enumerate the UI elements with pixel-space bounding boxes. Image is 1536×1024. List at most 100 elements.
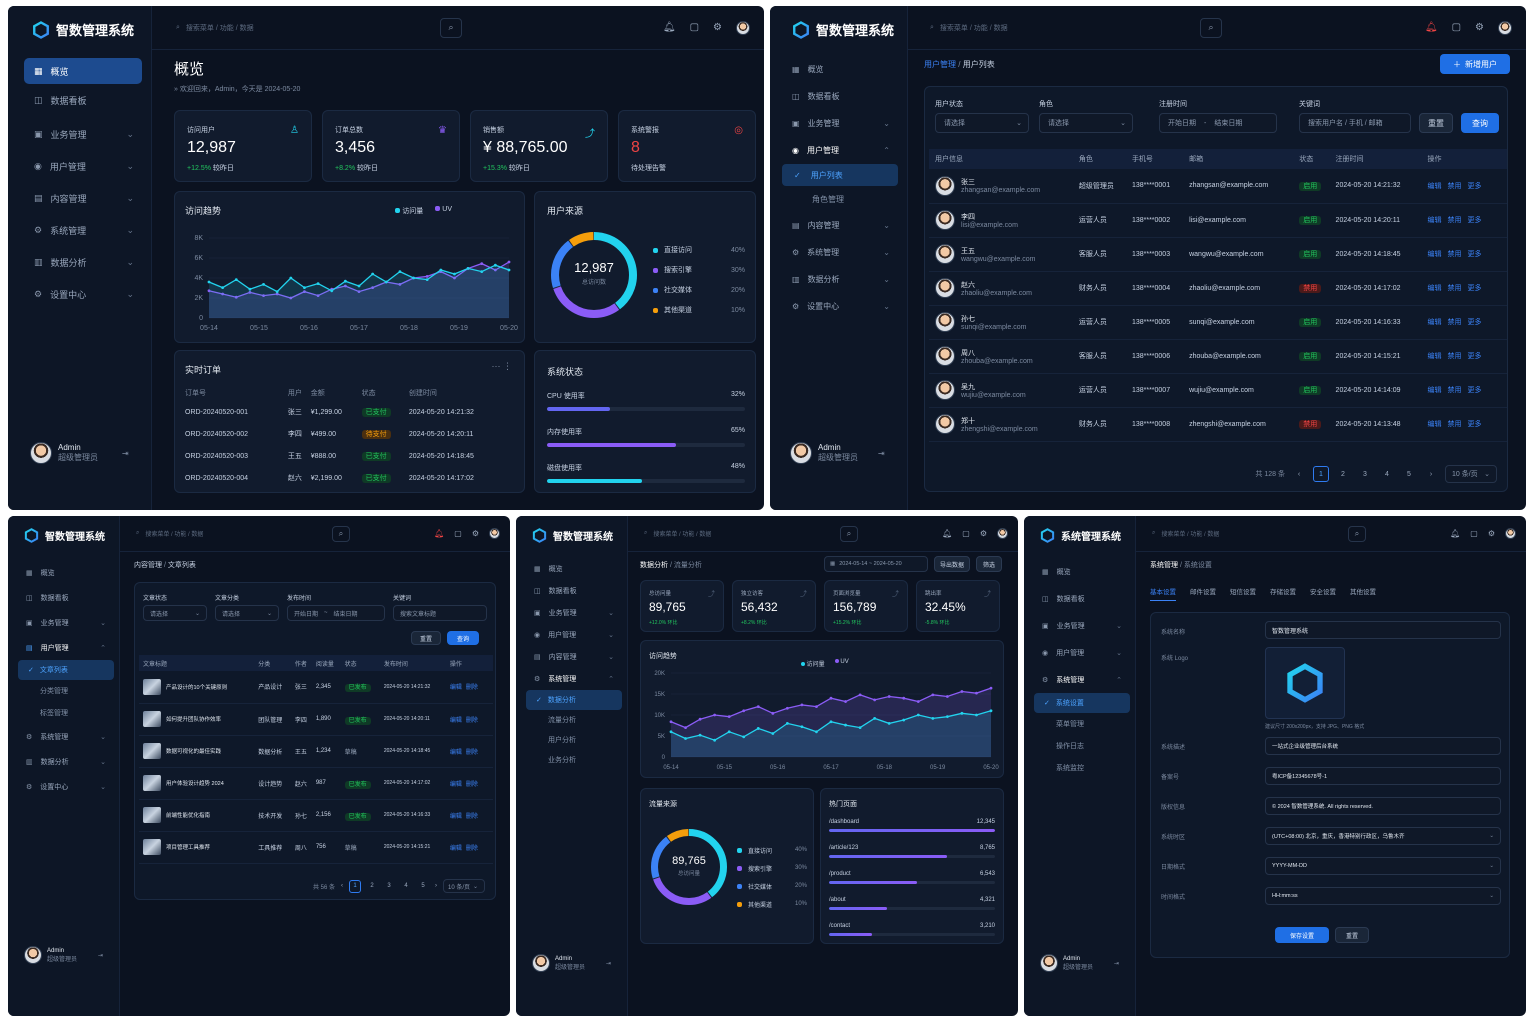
edit-link[interactable]: 编辑	[1427, 251, 1442, 258]
nav-system[interactable]: ⚙ 系统管理 ⌃	[534, 676, 614, 683]
nav-biz-analysis[interactable]: 业务分析	[548, 757, 576, 764]
search-box[interactable]: ⌕ 搜索菜单 / 功能 / 数据	[644, 529, 711, 538]
user-profile[interactable]: Admin 超级管理员 ⇥	[30, 442, 129, 464]
settings-tab[interactable]: 存储设置	[1270, 589, 1296, 596]
page-button[interactable]: 3	[1363, 470, 1367, 478]
settings-select[interactable]: (UTC+08:00) 北京，重庆，香港特别行政区，乌鲁木齐 ⌄	[1265, 827, 1501, 845]
table-row[interactable]: 如何提升团队协作效率 团队管理 李四 1,890 已发布 2024-05-20 14:20…	[139, 703, 493, 735]
settings-select[interactable]: YYYY-MM-DD ⌄	[1265, 857, 1501, 875]
nav-overview[interactable]: ▦ 概览	[26, 569, 55, 577]
status-select[interactable]: 请选择 ⌄	[935, 113, 1029, 133]
date-range-picker[interactable]: ▦ 2024-05-14 ~ 2024-05-20	[824, 556, 928, 572]
next-page-button[interactable]: ›	[435, 883, 437, 889]
table-row[interactable]: 赵六 zhaoliu@example.com 财务人员 138****0004 zhao…	[929, 271, 1507, 305]
category-select[interactable]: 请选择 ⌄	[215, 605, 279, 621]
nav-user-analysis[interactable]: 用户分析	[548, 737, 576, 744]
prev-page-button[interactable]: ‹	[1297, 470, 1301, 478]
more-link[interactable]: 更多	[1467, 387, 1482, 394]
user-profile[interactable]: Admin 超级管理员 ⇥	[532, 954, 611, 972]
nav-dashboard[interactable]: ◫ 数据看板	[534, 588, 577, 595]
nav-category-mgmt[interactable]: 分类管理	[40, 688, 68, 695]
nav-tag-mgmt[interactable]: 标签管理	[40, 710, 68, 717]
table-row[interactable]: 郑十 zhengshi@example.com 财务人员 138****0008 zhe…	[929, 407, 1507, 441]
edit-link[interactable]: 编辑	[449, 749, 462, 756]
bell-icon[interactable]: 🔔︎	[1424, 22, 1438, 33]
edit-link[interactable]: 编辑	[1427, 217, 1442, 224]
filter-button[interactable]: 筛选	[976, 556, 1002, 572]
page-button[interactable]: 5	[1407, 470, 1411, 478]
nav-overview[interactable]: ▦ 概览	[792, 65, 824, 74]
edit-link[interactable]: 编辑	[1427, 182, 1442, 190]
nav-business[interactable]: ▣ 业务管理 ⌄	[792, 119, 890, 128]
table-row[interactable]: 李四 lisi@example.com 运营人员 138****0002 lisi@ex…	[929, 203, 1507, 237]
table-row[interactable]: 数据可视化的最佳实践 数据分析 王五 1,234 草稿 2024-05-20 14:18:…	[139, 735, 493, 767]
nav-content[interactable]: ▤ 用户管理 ⌃	[26, 644, 106, 652]
kpi-card[interactable]: 访问用户 12,987 +12.5% 较昨日 ♙	[174, 110, 312, 182]
breadcrumb-item[interactable]: 系统管理	[1150, 562, 1178, 569]
hot-page-item[interactable]: /contact 3,210	[829, 923, 995, 936]
nav-users[interactable]: ◉ 用户管理 ⌃	[792, 146, 890, 155]
page-button[interactable]: 2	[1341, 470, 1345, 478]
kpi-card[interactable]: 订单总数 3,456 +8.2% 较昨日 ♛	[322, 110, 460, 182]
nav-article-list[interactable]: ✓ 文章列表	[18, 660, 114, 680]
search-button[interactable]: ⌕	[1200, 17, 1222, 38]
edit-link[interactable]: 编辑	[449, 685, 462, 692]
system-name-input[interactable]: 智数管理系统	[1265, 621, 1501, 639]
nav-settings[interactable]: ⚙ 设置中心 ⌄	[24, 278, 142, 310]
more-icon[interactable]: ··· ⋮	[491, 361, 512, 371]
nav-system[interactable]: ⚙ 系统管理 ⌄	[24, 214, 142, 246]
more-link[interactable]: 更多	[1467, 421, 1482, 428]
search-input[interactable]: 搜索菜单 / 功能 / 数据	[653, 532, 712, 538]
search-input[interactable]: 搜索菜单 / 功能 / 数据	[185, 24, 254, 32]
kpi-card[interactable]: 销售额 ¥ 88,765.00 +15.3% 较昨日 ⤴	[470, 110, 608, 182]
nav-system[interactable]: ⚙ 系统管理 ⌄	[26, 733, 106, 741]
nav-dashboard[interactable]: ◫ 数据看板	[26, 594, 69, 602]
avatar[interactable]	[736, 20, 750, 35]
nav-dashboard[interactable]: ◫ 数据看板	[1042, 595, 1085, 603]
user-profile[interactable]: Admin 超级管理员 ⇥	[790, 442, 885, 464]
settings-tab[interactable]: 安全设置	[1310, 589, 1336, 596]
delete-link[interactable]: 删除	[465, 685, 478, 692]
table-row[interactable]: ORD-20240520-004 赵六 ¥2,199.00 已支付 2024-05-20…	[185, 474, 474, 483]
bell-icon[interactable]: 🔔︎	[434, 529, 445, 538]
kpi-card[interactable]: 系统警报 8 待处理告警 ◎	[618, 110, 756, 182]
hot-page-item[interactable]: /about 4,321	[829, 897, 995, 910]
avatar[interactable]	[997, 528, 1008, 539]
page-button[interactable]: 3	[387, 883, 391, 889]
settings-select[interactable]: HH:mm:ss ⌄	[1265, 887, 1501, 905]
page-size-select[interactable]: 10 条/页 ⌄	[443, 879, 485, 893]
breadcrumb-item[interactable]: 数据分析	[640, 562, 668, 569]
status-select[interactable]: 请选择 ⌄	[143, 605, 207, 621]
search-button[interactable]: ⌕	[840, 525, 858, 542]
disable-link[interactable]: 禁用	[1447, 182, 1462, 190]
query-button[interactable]: 查询	[1461, 113, 1499, 133]
avatar[interactable]	[1498, 20, 1512, 35]
nav-settings[interactable]: ⚙ 设置中心 ⌄	[792, 302, 890, 311]
delete-link[interactable]: 删除	[465, 781, 478, 788]
bell-icon[interactable]: 🔔︎	[1450, 529, 1461, 538]
nav-analytics[interactable]: ✓ 数据分析	[526, 690, 622, 710]
table-row[interactable]: ORD-20240520-001 张三 ¥1,299.00 已支付 2024-05-20…	[185, 408, 474, 417]
gear-icon[interactable]: ⚙	[1487, 529, 1495, 538]
settings-tab[interactable]: 邮件设置	[1190, 589, 1216, 596]
search-box[interactable]: ⌕ 搜索菜单 / 功能 / 数据	[930, 23, 1008, 33]
search-button[interactable]: ⌕	[332, 525, 350, 542]
message-icon[interactable]: ▢	[1470, 529, 1478, 538]
user-profile[interactable]: Admin 超级管理员 ⇥	[1040, 954, 1119, 972]
export-button[interactable]: 导出数据	[934, 556, 970, 572]
hot-page-item[interactable]: /product 6,543	[829, 871, 995, 884]
table-row[interactable]: 王五 wangwu@example.com 客服人员 138****0003 wangw…	[929, 237, 1507, 271]
gear-icon[interactable]: ⚙	[1475, 22, 1484, 33]
keyword-input[interactable]: 搜索文章标题	[393, 605, 487, 621]
kpi-card[interactable]: 页面浏览量 156,789 +15.2% 环比 ⤴	[824, 580, 908, 632]
settings-input[interactable]: 粤ICP备12345678号-1	[1265, 767, 1501, 785]
delete-link[interactable]: 删除	[465, 717, 478, 724]
nav-dashboard[interactable]: ◫ 数据看板	[24, 84, 142, 116]
save-settings-button[interactable]: 保存设置	[1275, 927, 1329, 943]
nav-sys-settings[interactable]: ✓ 系统设置	[1034, 693, 1130, 713]
date-range-input[interactable]: 开始日期 ~ 结束日期	[287, 605, 385, 621]
table-row[interactable]: 前端性能优化指南 技术开发 孙七 2,156 已发布 2024-05-20 14:16:3…	[139, 799, 493, 831]
search-button[interactable]: ⌕	[440, 17, 462, 38]
table-row[interactable]: ORD-20240520-003 王五 ¥888.00 已支付 2024-05-20 1…	[185, 452, 474, 461]
nav-content[interactable]: ▤ 内容管理 ⌄	[534, 654, 614, 661]
